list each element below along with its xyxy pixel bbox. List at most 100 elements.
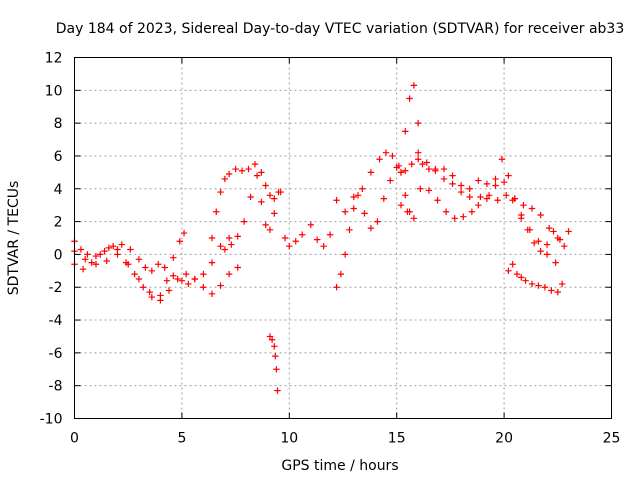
data-point [273,366,280,373]
data-point [114,251,121,258]
data-point [520,201,527,209]
data-point [174,275,181,283]
data-point [402,128,409,135]
data-point [155,261,162,268]
series-track-a [71,234,233,288]
data-point [535,238,542,245]
data-points [71,82,572,394]
data-point [253,172,261,179]
data-point [367,169,375,176]
series-track-b [71,244,241,304]
x-tick-label: 15 [388,431,406,447]
data-point [524,226,531,233]
data-point [410,215,418,222]
data-point [103,257,110,265]
data-point [468,208,476,215]
data-point [505,267,512,275]
data-point [410,82,418,89]
data-point [208,290,216,297]
data-point [393,164,400,171]
data-point [483,195,491,202]
y-tick-label: 0 [54,247,63,263]
data-point [359,185,366,192]
data-point [513,270,521,278]
data-point [163,277,171,284]
x-tick-label: 0 [70,431,79,447]
data-point [419,160,426,168]
data-point [389,152,396,160]
axis-ticks: 0 5 10 15 20 25 -10 -8 -6 -4 -2 0 2 4 6 8 10 12 [40,51,621,447]
data-point [350,205,357,212]
data-point [234,233,241,240]
data-point [511,195,519,202]
data-point [432,165,439,173]
y-tick-label: 4 [54,182,63,198]
data-point [535,282,542,289]
data-point [272,352,279,360]
data-point [492,175,499,183]
data-point [552,259,559,266]
data-point [485,192,493,199]
plot-frame [74,57,612,419]
data-point [271,343,278,350]
data-point [182,270,190,278]
data-point [440,175,448,183]
data-point [258,198,265,206]
data-point [477,193,484,201]
y-tick-label: 10 [45,83,63,99]
x-tick-label: 25 [603,431,621,447]
data-point [333,197,340,204]
data-point [367,224,375,232]
data-point [217,243,224,250]
data-point [262,221,269,229]
x-tick-label: 20 [495,431,513,447]
data-point [374,218,381,225]
data-point [361,210,368,217]
data-point [225,270,233,278]
data-point [554,234,561,242]
data-point [460,213,467,220]
data-point [266,333,274,340]
data-point [191,275,198,283]
series-track-e [221,172,278,253]
data-point [88,259,95,266]
data-point [200,270,207,278]
y-tick-label: -4 [49,313,63,329]
data-point [457,182,465,189]
data-point [326,231,334,238]
y-tick-label: 6 [54,149,63,165]
data-point [354,192,362,199]
data-point [346,226,353,233]
data-point [298,231,306,238]
data-point [522,277,529,284]
data-point [425,187,433,194]
data-point [543,251,551,258]
series-track-g [275,149,422,250]
series-track-k [397,185,568,250]
data-point [457,188,465,196]
y-tick-label: -10 [40,412,63,428]
data-point [543,241,551,248]
data-point [274,387,281,394]
data-point [258,169,265,176]
series-track-d [208,160,284,242]
data-point [228,241,235,248]
data-point [275,188,282,196]
data-point [449,180,456,188]
data-point [271,195,278,202]
data-point [475,177,482,184]
data-point [292,238,299,245]
data-point [251,160,259,168]
data-point [135,275,143,283]
data-point [500,179,508,186]
data-point [558,280,566,288]
data-point [281,234,289,242]
data-point [442,208,450,215]
data-point [238,167,246,174]
data-point [561,243,568,250]
series-track-c [71,229,188,299]
data-point [528,205,536,212]
data-point [271,210,278,217]
data-point [537,247,544,255]
data-point [176,238,183,245]
